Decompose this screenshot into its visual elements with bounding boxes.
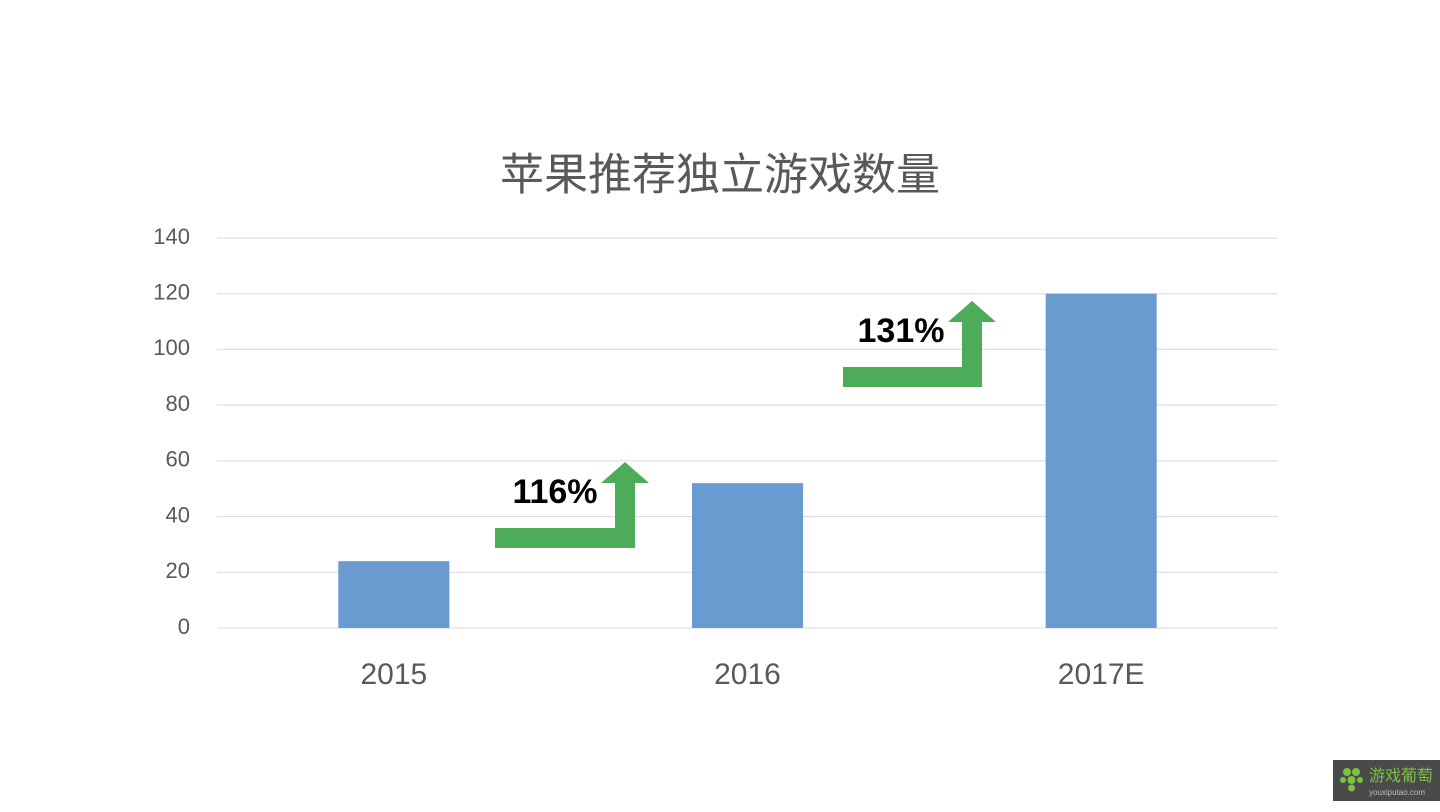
y-tick-label: 80 — [166, 391, 190, 416]
chart-title: 苹果推荐独立游戏数量 — [500, 151, 940, 200]
bar — [1045, 293, 1157, 628]
watermark-icon — [1340, 768, 1363, 792]
y-tick-label: 100 — [153, 335, 190, 360]
y-tick-label: 20 — [166, 558, 190, 583]
growth-arrow — [495, 462, 649, 548]
y-tick-label: 120 — [153, 280, 190, 305]
annotation: 116% — [512, 473, 597, 511]
y-tick-label: 140 — [153, 224, 190, 249]
y-tick-label: 40 — [166, 502, 190, 527]
y-tick-label: 60 — [166, 447, 190, 472]
watermark: 游戏葡萄 youxiputao.com — [1333, 760, 1440, 801]
y-tick-label: 0 — [178, 614, 190, 639]
watermark-name: 游戏葡萄 — [1369, 767, 1433, 785]
watermark-url: youxiputao.com — [1369, 788, 1425, 797]
bar — [338, 561, 450, 628]
x-tick-label: 2016 — [714, 658, 781, 691]
growth-arrow — [843, 301, 996, 387]
bar — [691, 483, 804, 628]
x-tick-label: 2017E — [1058, 658, 1145, 691]
annotation: 131% — [858, 312, 945, 350]
x-tick-label: 2015 — [360, 658, 427, 691]
